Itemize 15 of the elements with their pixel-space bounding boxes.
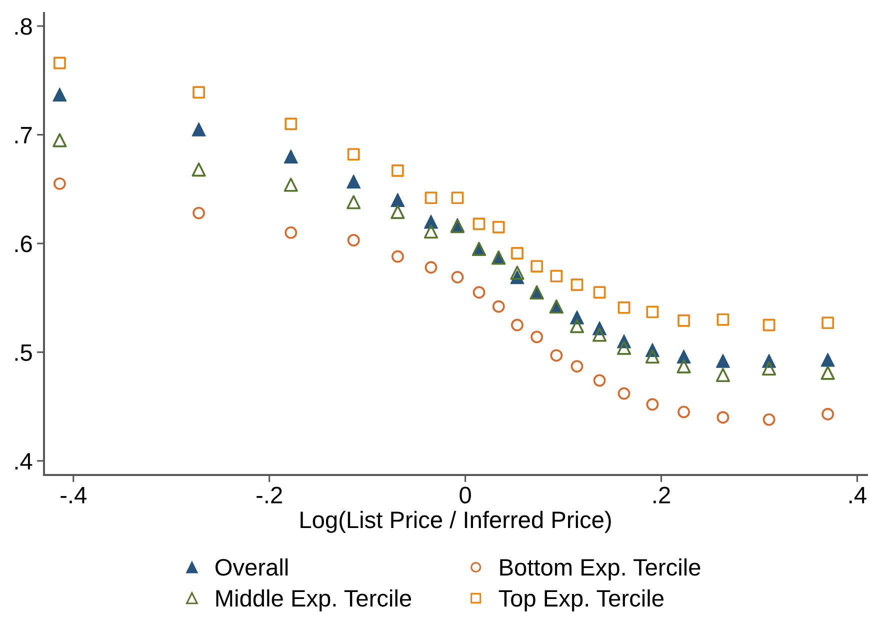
x-tick-label: 0 (460, 486, 471, 504)
legend-label: Bottom Exp. Tercile (500, 558, 700, 580)
y-tick-label: .8 (15, 18, 32, 35)
x-tick-label: -.4 (60, 486, 86, 504)
legend-label: Top Exp. Tercile (498, 589, 664, 612)
y-tick-label: .4 (15, 453, 32, 470)
x-tick-label: .2 (654, 486, 670, 504)
x-tick-label: .4 (850, 486, 866, 504)
y-tick-label: .6 (15, 236, 32, 252)
x-tick-label: -.2 (256, 486, 282, 504)
y-tick-label: .5 (15, 344, 32, 361)
x-axis-title: Log(List Price / Inferred Price) (300, 510, 611, 533)
legend-label: Overall (215, 558, 288, 576)
y-tick-label: .7 (15, 127, 32, 144)
legend-label: Middle Exp. Tercile (216, 589, 412, 612)
